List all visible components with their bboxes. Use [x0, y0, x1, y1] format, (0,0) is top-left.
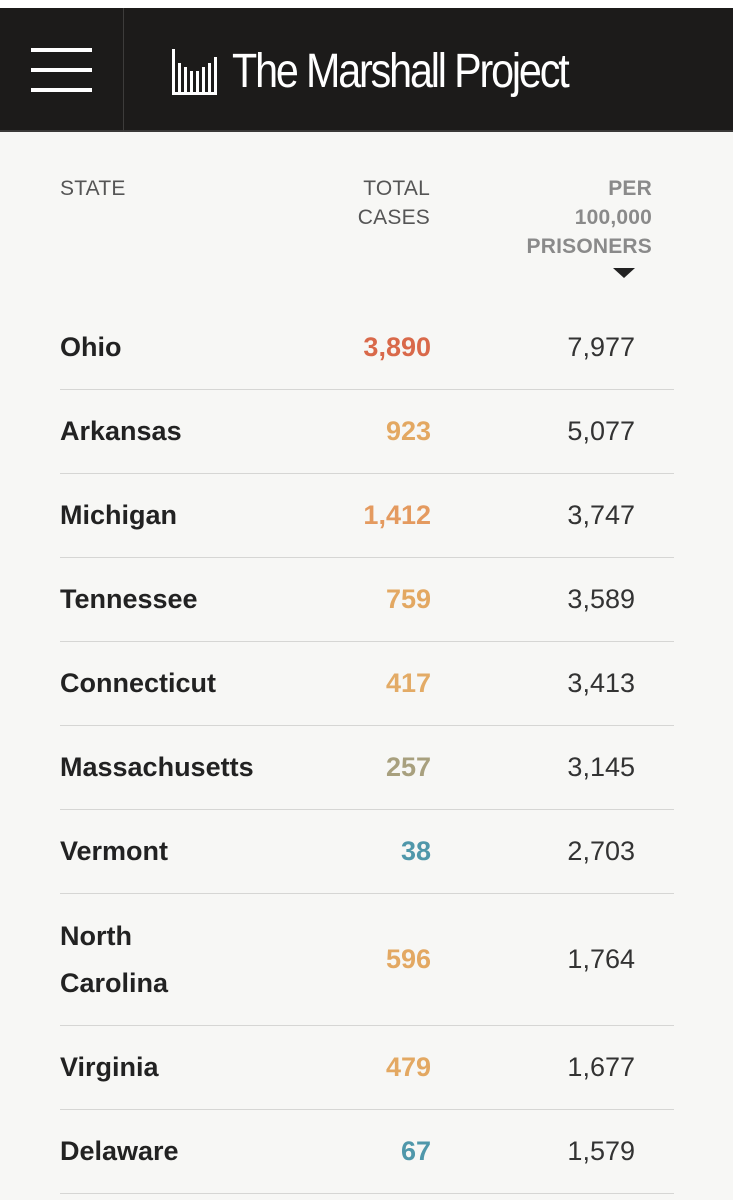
table-row: Tennessee 759 3,589: [60, 558, 674, 642]
per-100000-value: 1,677: [567, 1052, 635, 1082]
column-header-state[interactable]: STATE: [60, 177, 126, 200]
site-header: The Marshall Project: [0, 8, 733, 132]
total-cases-value: 596: [385, 944, 431, 974]
per-100000-value: 3,589: [567, 584, 635, 614]
state-name: Tennessee: [60, 584, 198, 614]
total-cases-value: 417: [385, 668, 431, 698]
menu-button[interactable]: [0, 8, 124, 132]
total-cases-value: 67: [400, 1136, 431, 1166]
total-cases-value: 38: [400, 836, 431, 866]
per-100000-value: 1,579: [567, 1136, 635, 1166]
state-name: North Carolina: [60, 920, 169, 998]
table-row: Connecticut 417 3,413: [60, 642, 674, 726]
table-row: Vermont 38 2,703: [60, 810, 674, 894]
table-body: Ohio 3,890 7,977 Arkansas 923 5,077 Mich…: [60, 306, 674, 1194]
per-100000-value: 1,764: [567, 944, 635, 974]
total-cases-value: 257: [385, 752, 431, 782]
table-row: Delaware 67 1,579: [60, 1110, 674, 1194]
per-100000-value: 7,977: [567, 332, 635, 362]
table-row: Arkansas 923 5,077: [60, 390, 674, 474]
state-name: Michigan: [60, 500, 178, 530]
column-header-per-100000-prisoners[interactable]: PER 100,000 PRISONERS: [526, 177, 652, 258]
total-cases-value: 1,412: [363, 500, 431, 530]
state-name: Ohio: [60, 332, 122, 362]
per-100000-value: 5,077: [567, 416, 635, 446]
total-cases-value: 3,890: [363, 332, 431, 362]
state-name: Virginia: [60, 1052, 159, 1082]
table-row: Michigan 1,412 3,747: [60, 474, 674, 558]
column-header-total-cases[interactable]: TOTAL CASES: [357, 177, 430, 229]
per-100000-value: 3,145: [567, 752, 635, 782]
state-name: Massachusetts: [60, 752, 254, 782]
table-row: North Carolina 596 1,764: [60, 894, 674, 1026]
per-100000-value: 2,703: [567, 836, 635, 866]
brand-name: The Marshall Project: [232, 45, 570, 98]
marshall-bars-logo-icon: [172, 49, 217, 95]
total-cases-value: 923: [385, 416, 431, 446]
per-100000-value: 3,413: [567, 668, 635, 698]
table-row: Virginia 479 1,677: [60, 1026, 674, 1110]
table-row: Ohio 3,890 7,977: [60, 306, 674, 390]
site-logo[interactable]: The Marshall Project: [172, 44, 622, 100]
sort-descending-icon[interactable]: [613, 268, 635, 278]
total-cases-value: 479: [385, 1052, 431, 1082]
state-name: Arkansas: [60, 416, 182, 446]
state-name: Connecticut: [60, 668, 217, 698]
state-name: Vermont: [60, 836, 169, 866]
per-100000-value: 3,747: [567, 500, 635, 530]
table-row: Massachusetts 257 3,145: [60, 726, 674, 810]
total-cases-value: 759: [385, 584, 431, 614]
state-name: Delaware: [60, 1136, 179, 1166]
prison-cases-table: STATE TOTAL CASES PER 100,000 PRISONERS …: [0, 132, 733, 1200]
top-strip: [0, 0, 733, 8]
